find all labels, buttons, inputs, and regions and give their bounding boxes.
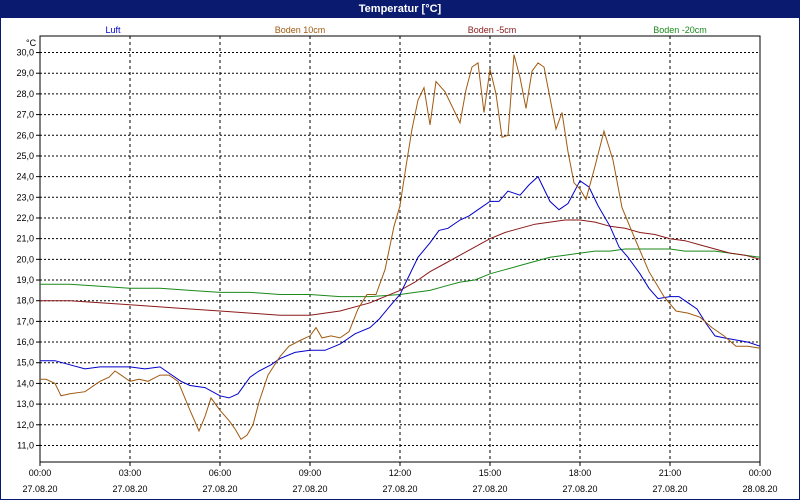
legend-entry: Luft [105, 25, 121, 35]
x-tick-date: 27.08.20 [112, 484, 147, 494]
y-tick-label: 17,0 [16, 316, 34, 326]
y-tick-label: 23,0 [16, 192, 34, 202]
y-tick-label: 26,0 [16, 130, 34, 140]
series-line-boden-20cm [40, 248, 761, 298]
x-tick-date: 27.08.20 [562, 484, 597, 494]
y-tick-label: 20,0 [16, 254, 34, 264]
legend-entry: Boden -5cm [468, 25, 517, 35]
x-tick-date: 27.08.20 [472, 484, 507, 494]
x-tick-time: 09:00 [299, 468, 322, 478]
y-tick-label: 14,0 [16, 378, 34, 388]
legend-entry: Boden 10cm [275, 25, 326, 35]
x-tick-date: 27.08.20 [652, 484, 687, 494]
y-tick-label: 21,0 [16, 234, 34, 244]
y-tick-label: 19,0 [16, 275, 34, 285]
y-tick-label: 30,0 [16, 48, 34, 58]
y-tick-label: 13,0 [16, 399, 34, 409]
y-tick-label: 27,0 [16, 110, 34, 120]
y-tick-label: 18,0 [16, 296, 34, 306]
y-tick-label: 16,0 [16, 337, 34, 347]
x-tick-time: 21:00 [659, 468, 682, 478]
x-tick-date: 27.08.20 [382, 484, 417, 494]
x-tick-time: 00:00 [749, 468, 772, 478]
x-tick-date: 27.08.20 [202, 484, 237, 494]
series-line-boden-5cm [40, 219, 761, 316]
legend: Luft Boden 10cm Boden -5cm Boden -20cm [105, 25, 706, 35]
x-tick-time: 18:00 [569, 468, 592, 478]
y-axis-unit: °C [26, 38, 37, 48]
series-line-boden-10cm [40, 54, 761, 441]
y-tick-label: 25,0 [16, 151, 34, 161]
y-tick-label: 28,0 [16, 89, 34, 99]
x-tick-time: 00:00 [29, 468, 52, 478]
x-tick-time: 12:00 [389, 468, 412, 478]
x-tick-date: 27.08.20 [22, 484, 57, 494]
chart-title: Temperatur [°C] [1, 1, 799, 18]
x-tick-date: 28.08.20 [742, 484, 777, 494]
x-tick-time: 06:00 [209, 468, 232, 478]
grid-lines [40, 36, 760, 462]
x-axis-ticks: 00:00 27.08.20 03:00 27.08.20 06:00 27.08.20 0… [22, 462, 778, 494]
x-tick-time: 15:00 [479, 468, 502, 478]
y-tick-label: 12,0 [16, 420, 34, 430]
y-axis-ticks: 11,0 12,0 13,0 14,0 15,0 16,0 17,0 18,0 19,0 20,0… [16, 48, 40, 450]
y-tick-label: 22,0 [16, 213, 34, 223]
legend-entry: Boden -20cm [653, 25, 707, 35]
x-tick-date: 27.08.20 [292, 484, 327, 494]
series-lines [40, 54, 761, 441]
x-tick-time: 03:00 [119, 468, 142, 478]
series-line-luft [40, 175, 761, 399]
y-tick-label: 11,0 [17, 440, 34, 450]
y-tick-label: 29,0 [16, 68, 34, 78]
y-tick-label: 24,0 [16, 172, 34, 182]
y-tick-label: 15,0 [16, 358, 34, 368]
